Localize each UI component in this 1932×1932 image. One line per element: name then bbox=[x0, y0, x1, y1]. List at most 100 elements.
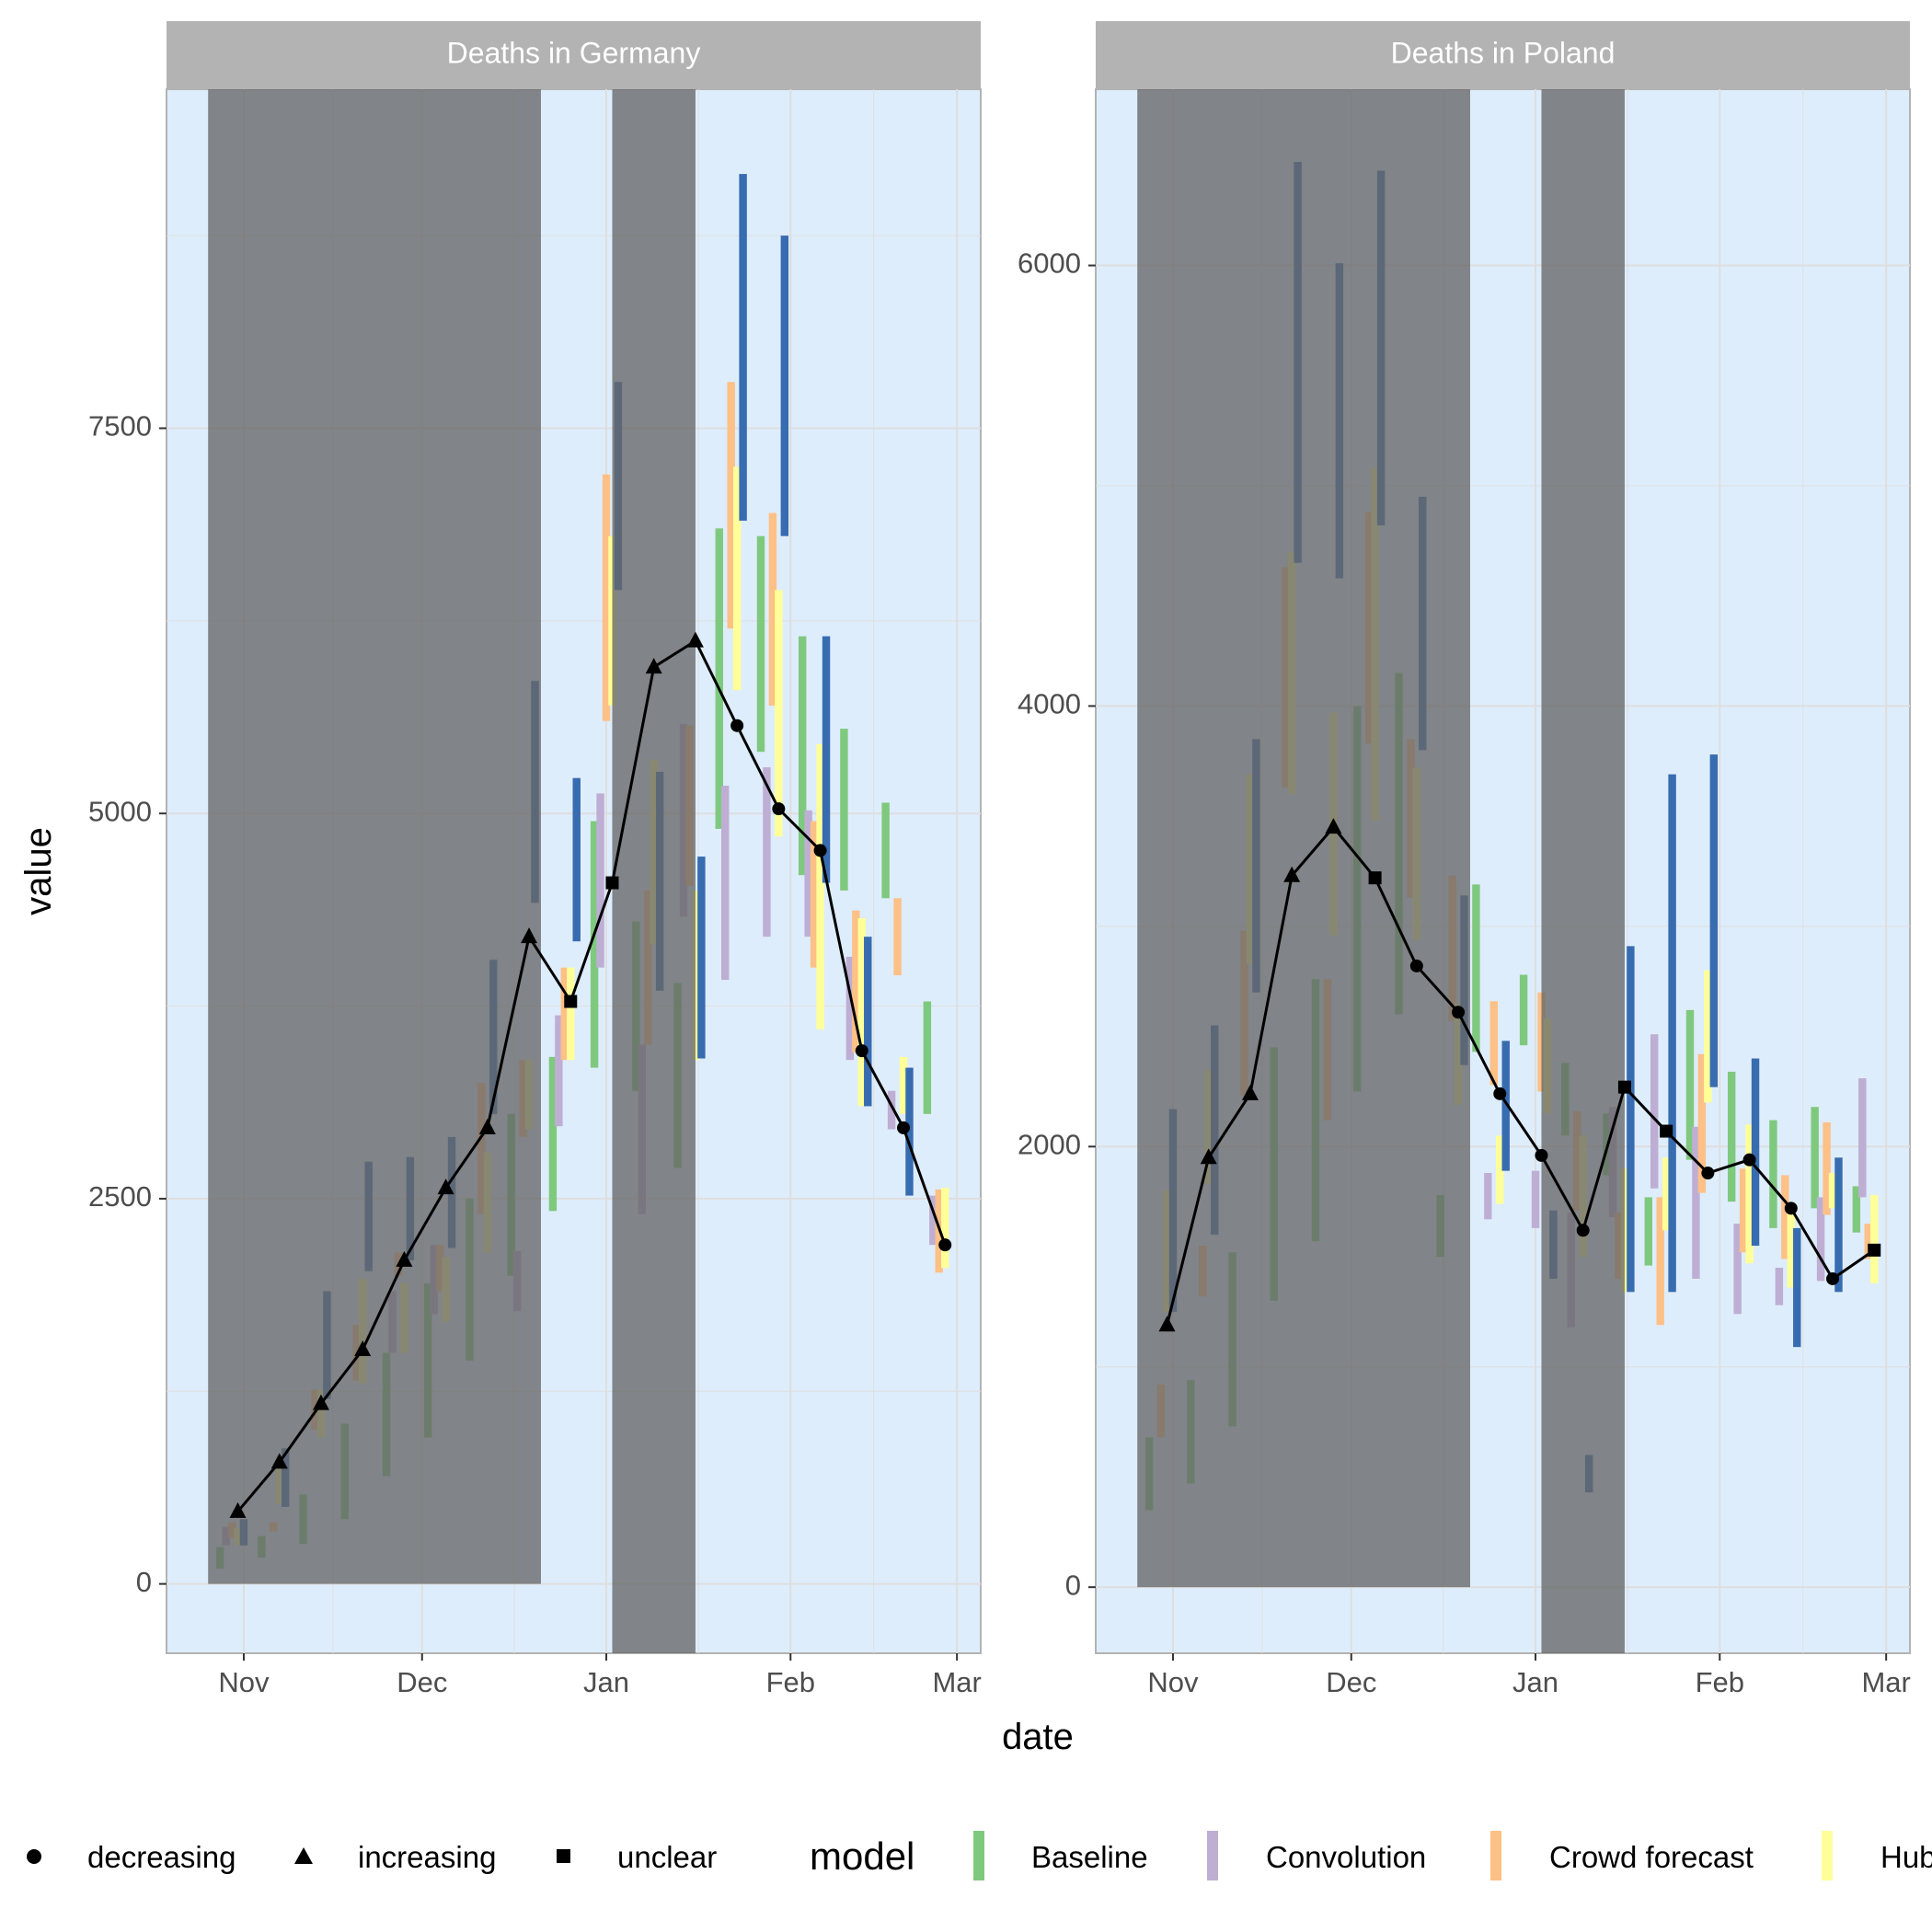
point-increasing bbox=[1283, 866, 1301, 882]
forecast-interval-bar bbox=[1531, 1170, 1540, 1228]
point-decreasing bbox=[1409, 959, 1423, 972]
point-decreasing bbox=[855, 1044, 868, 1058]
legend-label: Baseline bbox=[1031, 1840, 1148, 1874]
forecast-interval-bar bbox=[804, 810, 812, 937]
point-increasing bbox=[1325, 818, 1342, 834]
forecast-interval-bar bbox=[697, 857, 706, 1059]
forecast-interval-bar bbox=[1739, 1168, 1748, 1253]
forecast-interval-bar bbox=[1484, 1173, 1492, 1220]
forecast-interval-bar bbox=[768, 512, 777, 706]
shaded-period bbox=[1541, 89, 1625, 1653]
forecast-interval-bar bbox=[1697, 1053, 1707, 1193]
x-tick-label: Mar bbox=[1861, 1666, 1910, 1698]
forecast-interval-bar bbox=[780, 236, 789, 536]
point-unclear bbox=[1617, 1080, 1631, 1094]
forecast-interval-bar bbox=[721, 786, 730, 981]
forecast-interval-bar bbox=[1816, 1197, 1825, 1282]
forecast-interval-bar bbox=[1828, 1173, 1837, 1209]
point-increasing bbox=[229, 1501, 247, 1518]
point-unclear bbox=[1368, 871, 1382, 885]
x-tick-label: Nov bbox=[1147, 1666, 1199, 1698]
strip-background bbox=[1096, 21, 1910, 89]
forecast-interval-bar bbox=[1685, 1009, 1695, 1160]
forecast-interval-bar bbox=[1733, 1224, 1742, 1315]
forecast-interval-bar bbox=[1834, 1157, 1843, 1293]
point-increasing bbox=[1158, 1316, 1176, 1332]
legend-square-marker bbox=[557, 1849, 570, 1863]
forecast-interval-bar bbox=[1769, 1120, 1777, 1228]
forecast-interval-bar bbox=[1656, 1197, 1664, 1326]
point-increasing bbox=[1241, 1084, 1259, 1100]
shaded-period bbox=[612, 89, 696, 1653]
observed-line bbox=[236, 638, 947, 1512]
forecast-interval-bar bbox=[775, 590, 783, 837]
x-tick-label: Jan bbox=[1512, 1666, 1558, 1698]
x-tick-label: Nov bbox=[218, 1666, 270, 1698]
shaded-periods bbox=[1137, 89, 1625, 1653]
x-axis-title: date bbox=[1002, 1717, 1074, 1757]
forecast-interval-bar bbox=[715, 528, 723, 829]
point-increasing bbox=[1200, 1148, 1217, 1165]
point-increasing bbox=[437, 1179, 454, 1195]
y-axis-ticks: 0 2000 4000 6000 bbox=[1018, 247, 1096, 1601]
legend-shape-decreasing: decreasing bbox=[27, 1840, 236, 1874]
forecast-interval-bar bbox=[1870, 1194, 1879, 1283]
point-decreasing bbox=[1493, 1087, 1507, 1100]
point-increasing bbox=[645, 658, 662, 674]
legend-swatch bbox=[1207, 1831, 1218, 1880]
legend-triangle-marker bbox=[294, 1847, 313, 1864]
forecast-interval-bar bbox=[602, 474, 611, 721]
point-unclear bbox=[1868, 1243, 1881, 1257]
legend-shape-unclear: unclear bbox=[557, 1840, 717, 1874]
point-increasing bbox=[270, 1453, 288, 1469]
forecast-interval-bar bbox=[1627, 946, 1635, 1293]
legend: decreasing increasing unclear model Base… bbox=[27, 1831, 1932, 1880]
forecast-interval-bar bbox=[1501, 1041, 1510, 1171]
forecast-interval-bar bbox=[1692, 1126, 1700, 1279]
point-decreasing bbox=[1784, 1202, 1798, 1215]
forecast-interval-bar bbox=[756, 535, 765, 753]
forecast-interval-bar bbox=[1852, 1186, 1861, 1233]
forecast-interval-bar bbox=[555, 1015, 563, 1127]
legend-swatch bbox=[1822, 1831, 1833, 1880]
forecast-interval-bar bbox=[929, 1195, 937, 1246]
forecast-interval-bar bbox=[881, 802, 890, 899]
point-increasing bbox=[686, 631, 704, 648]
legend-model-crowd-forecast: Crowd forecast bbox=[1490, 1831, 1754, 1880]
shaded-periods bbox=[208, 89, 696, 1653]
forecast-interval-bar bbox=[1811, 1107, 1819, 1209]
point-decreasing bbox=[730, 719, 744, 732]
forecast-interval-bar bbox=[1751, 1058, 1760, 1247]
y-tick-label: 7500 bbox=[88, 410, 152, 443]
forecast-interval-bar bbox=[864, 937, 872, 1107]
forecast-interval-bar bbox=[572, 777, 581, 942]
forecast-interval-bar bbox=[1787, 1213, 1796, 1288]
point-decreasing bbox=[1742, 1153, 1756, 1167]
x-tick-label: Mar bbox=[932, 1666, 981, 1698]
forecast-interval-bar bbox=[560, 967, 569, 1061]
y-tick-label: 0 bbox=[136, 1566, 152, 1598]
forecast-interval-bar bbox=[739, 174, 747, 521]
point-decreasing bbox=[1452, 1006, 1466, 1019]
observed-series bbox=[1158, 818, 1881, 1332]
forecast-interval-bar bbox=[567, 967, 575, 1061]
point-decreasing bbox=[813, 844, 827, 857]
forecast-interval-bar bbox=[941, 1188, 949, 1269]
panel-germany: Deaths in Germany 0 2500 5000 7500 Nov Dec Ja… bbox=[88, 21, 982, 1698]
legend-model-title: model bbox=[810, 1834, 914, 1878]
x-tick-label: Dec bbox=[1326, 1666, 1376, 1698]
legend-model-baseline: Baseline bbox=[973, 1831, 1148, 1880]
forecast-interval-bar bbox=[727, 382, 735, 629]
forecast-interval-bar bbox=[816, 743, 824, 1029]
legend-swatch bbox=[973, 1831, 984, 1880]
point-unclear bbox=[605, 876, 619, 890]
forecast-interval-bar bbox=[899, 1056, 908, 1114]
point-increasing bbox=[312, 1394, 329, 1410]
forecast-interval-bar bbox=[840, 729, 848, 891]
forecast-interval-bar bbox=[763, 766, 771, 937]
point-decreasing bbox=[1535, 1148, 1548, 1162]
point-decreasing bbox=[1576, 1224, 1590, 1237]
point-unclear bbox=[1660, 1124, 1673, 1138]
forecast-interval-bar bbox=[1858, 1078, 1867, 1198]
